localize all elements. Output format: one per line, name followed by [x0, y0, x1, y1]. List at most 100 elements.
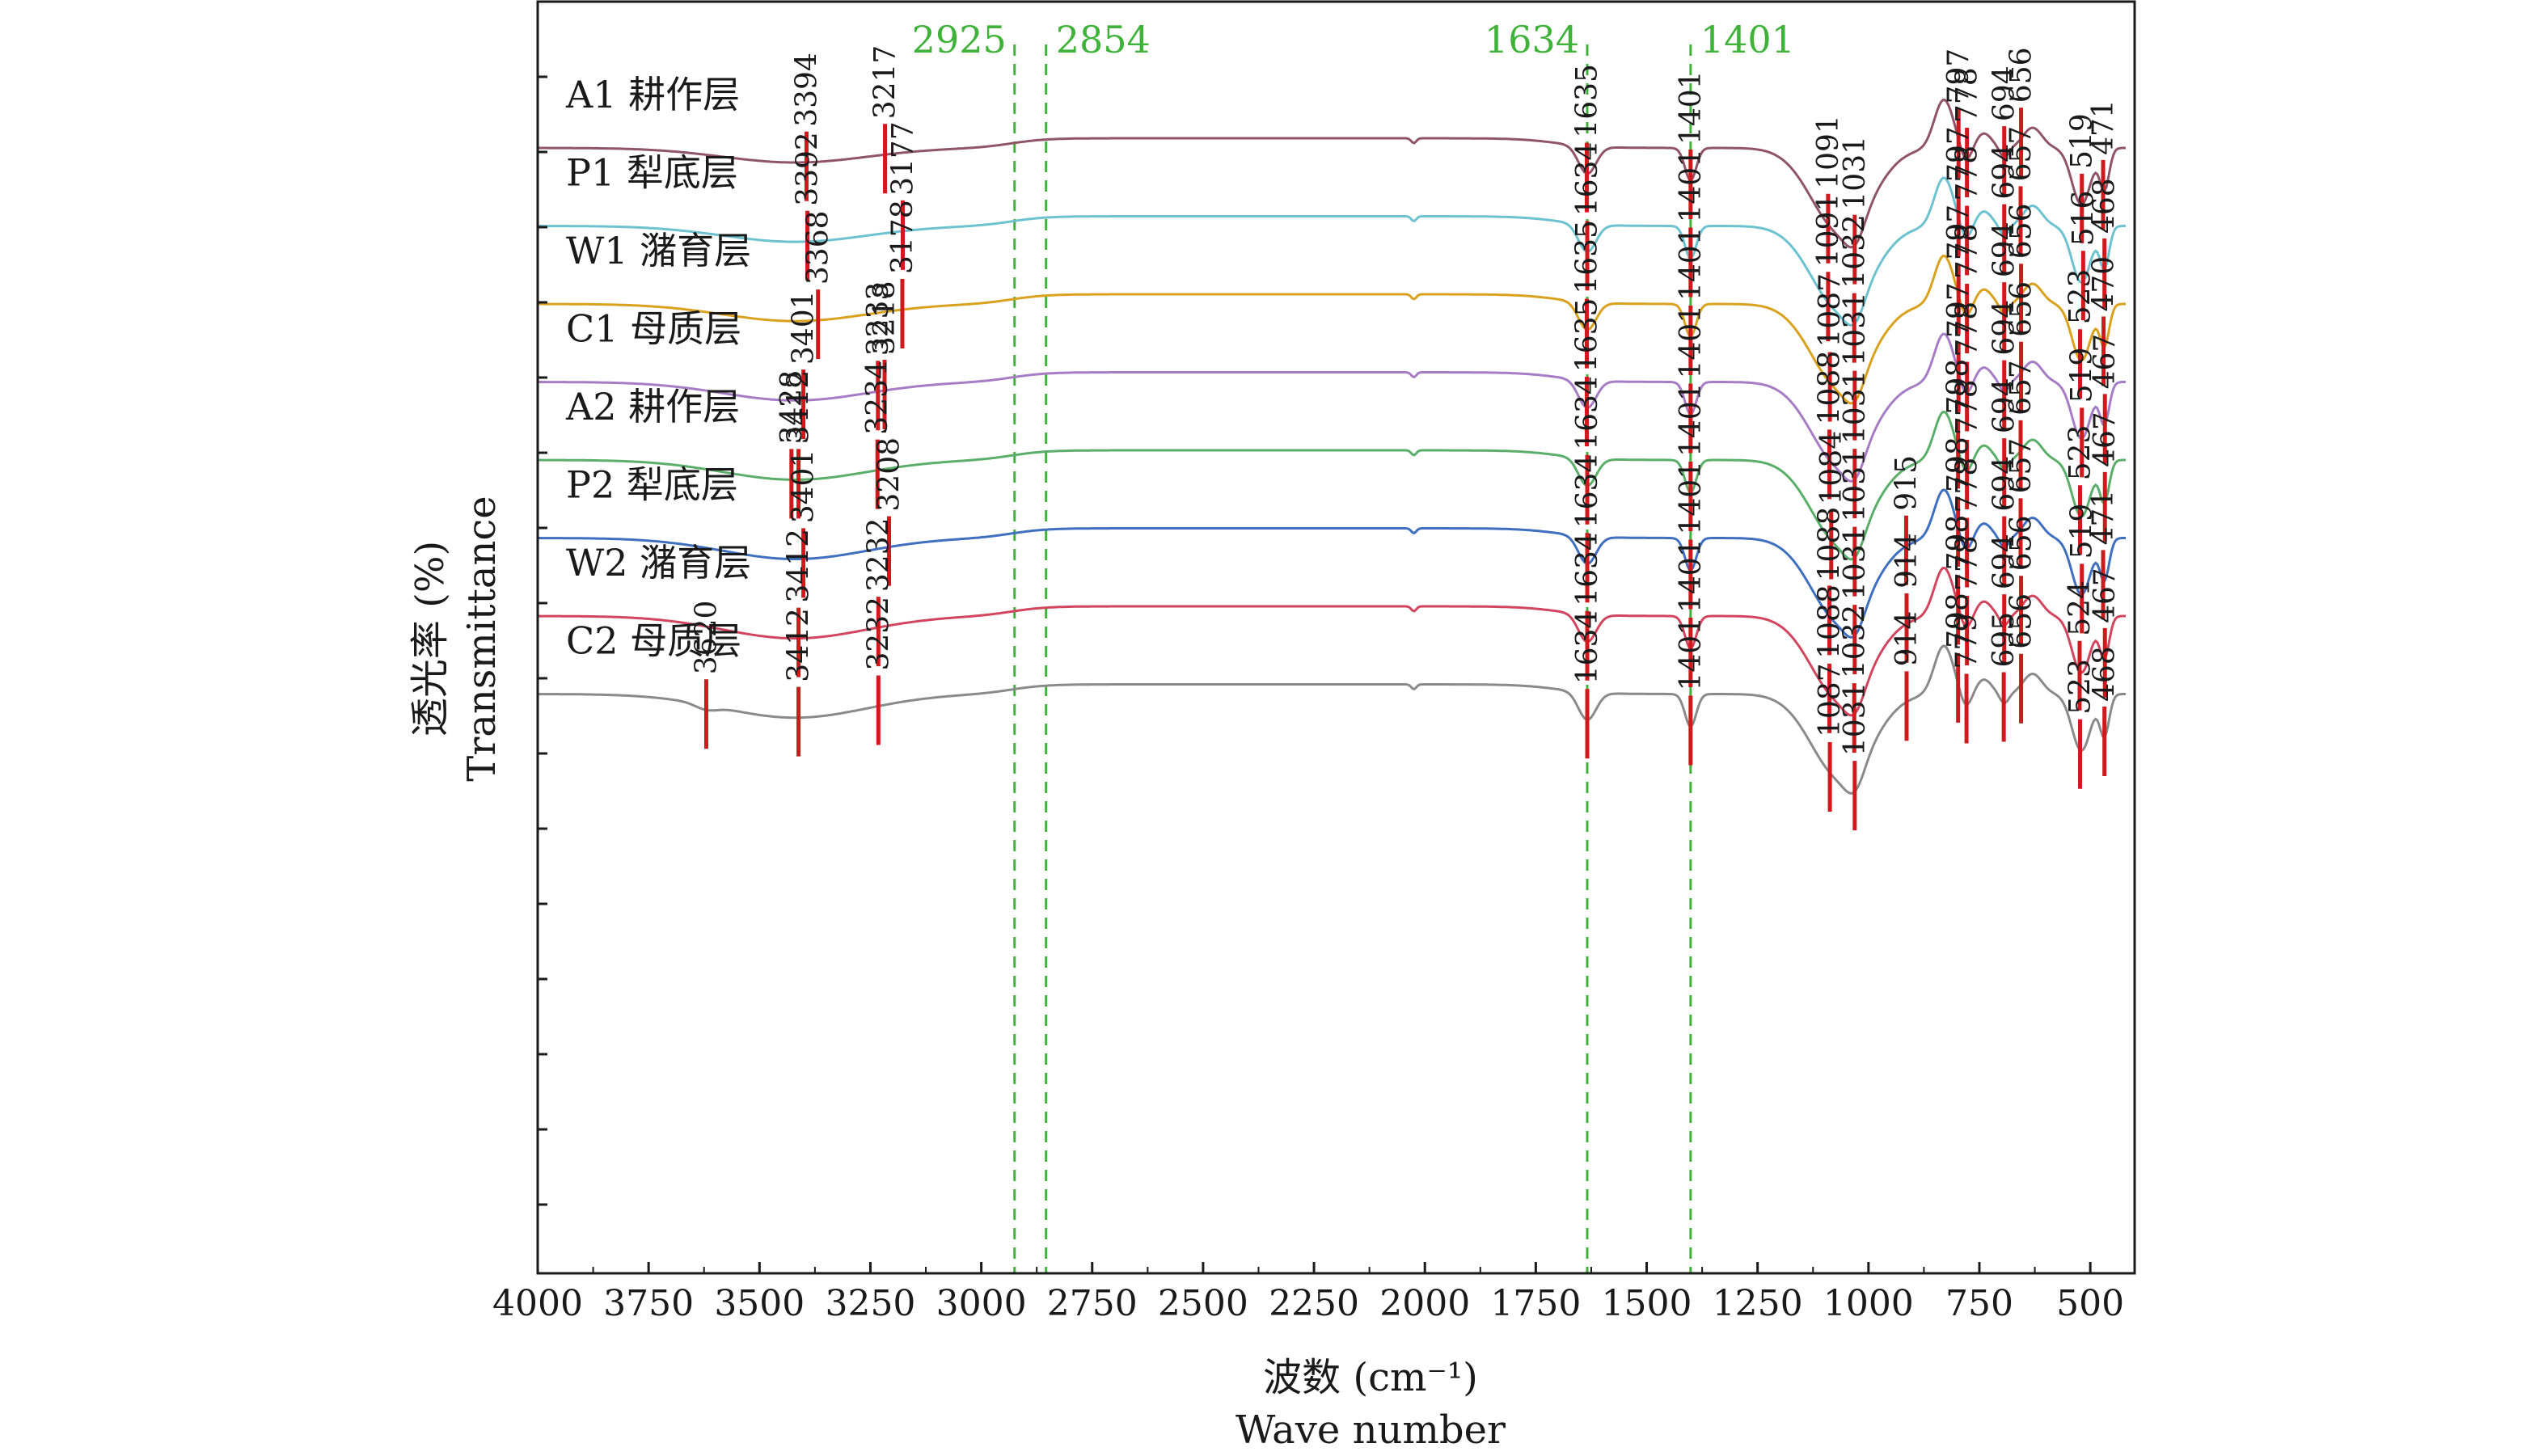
peak-label: 694	[1988, 144, 2021, 200]
peak-label: 471	[2087, 490, 2120, 546]
peak-label: 657	[2004, 438, 2038, 494]
peak-label: 1088	[1814, 507, 1847, 581]
peak-label: 1401	[1675, 305, 1708, 379]
peak-label: 1401	[1675, 149, 1708, 223]
sample-labels: A1 耕作层 P1 犁底层 W1 潴育层 C1 母质层 A2 耕作层 P2 犁底层 W2 潴…	[565, 73, 751, 663]
x-tick-label: 4000	[492, 1283, 583, 1324]
peak-label: 1031	[1839, 448, 1872, 522]
peak-label: 915	[1890, 455, 1924, 511]
series-label: C1 母质层	[566, 307, 741, 351]
series-line	[538, 644, 2126, 795]
series-label: P2 犁底层	[566, 463, 738, 507]
reference-line-label: 1401	[1700, 18, 1795, 61]
peak-label: 3208	[873, 437, 906, 512]
x-tick-label: 1500	[1602, 1283, 1692, 1324]
series-label: P1 犁底层	[566, 151, 738, 195]
reference-line-label: 2925	[912, 18, 1007, 61]
x-tick-label: 3750	[603, 1283, 694, 1324]
peak-label: 1634	[1571, 454, 1604, 529]
plot-frame	[536, 0, 2136, 1275]
y-axis-title-en: Transmittance	[459, 496, 505, 781]
peak-label: 778	[1951, 67, 1984, 123]
x-tick-label: 3500	[714, 1283, 805, 1324]
peak-label: 3394	[791, 53, 824, 127]
peak-label: 3233	[862, 282, 895, 357]
peak-label: 1087	[1814, 273, 1847, 348]
peak-label: 3178	[886, 200, 919, 274]
x-tick-label: 2750	[1047, 1283, 1138, 1324]
peak-label: 778	[1951, 223, 1984, 279]
peak-label: 1634	[1571, 376, 1604, 450]
peak-label: 778	[1951, 379, 1984, 435]
peak-label: 798	[1942, 437, 1975, 492]
peak-label: 1635	[1571, 298, 1604, 373]
peak-label: 657	[2004, 126, 2038, 182]
peak-label: 797	[1942, 126, 1975, 182]
peak-label: 519	[2066, 504, 2099, 559]
peak-label: 1091	[1812, 115, 1845, 189]
peak-label: 694	[1988, 456, 2021, 512]
peak-label: 3218	[868, 281, 902, 355]
peak-label: 467	[2089, 568, 2122, 623]
peak-label: 798	[1942, 593, 1975, 648]
peak-label: 657	[2004, 360, 2038, 416]
peak-label: 778	[1951, 146, 1984, 201]
reference-line-label: 2854	[1056, 18, 1151, 61]
x-tick-label: 1250	[1713, 1283, 1803, 1324]
peak-label: 3401	[788, 449, 821, 524]
peak-label: 1401	[1675, 382, 1708, 457]
peak-label: 656	[2005, 281, 2038, 337]
peak-label: 523	[2064, 269, 2097, 325]
peak-label: 3412	[783, 529, 816, 603]
peak-label: 1401	[1675, 70, 1708, 145]
x-tick-label: 500	[2056, 1283, 2124, 1324]
peak-label: 3232	[862, 597, 895, 671]
peak-label: 1031	[1839, 136, 1872, 210]
series-line	[538, 99, 2126, 249]
peak-label: 1087	[1814, 663, 1847, 737]
peak-label: 914	[1890, 533, 1924, 589]
peak-label: 467	[2089, 411, 2122, 467]
peak-label: 471	[2087, 99, 2120, 155]
peak-label: 694	[1988, 65, 2021, 121]
series-line	[538, 255, 2126, 405]
peak-label: 779	[1950, 614, 1983, 669]
reference-line-label: 1634	[1485, 18, 1579, 61]
peak-label: 1401	[1675, 461, 1708, 535]
peak-label: 656	[2005, 515, 2038, 571]
series-label: W2 潴育层	[566, 541, 751, 585]
x-tick-label: 2500	[1158, 1283, 1248, 1324]
y-axis-title-cn: 透光率 (%)	[408, 541, 453, 736]
axes: 4000 3750 3500 3250 3000 2750 2500 2250 2000 1750…	[492, 75, 2124, 1324]
series-label: A1 耕作层	[565, 73, 740, 116]
peak-label: 1401	[1675, 617, 1708, 691]
series-label: W1 潴育层	[566, 229, 751, 272]
peak-label: 1091	[1812, 193, 1845, 268]
peak-label: 797	[1942, 205, 1975, 260]
peak-label: 516	[2067, 191, 2100, 247]
reference-lines: 2925 2854 1634 1401	[912, 18, 1795, 1273]
peak-label: 1401	[1675, 538, 1708, 613]
peak-label: 1032	[1838, 605, 1871, 679]
spectra-series	[537, 99, 2126, 795]
peak-label: 3234	[861, 361, 894, 435]
peak-label: 468	[2089, 646, 2122, 702]
peak-label: 1032	[1838, 214, 1871, 289]
peak-label: 1634	[1571, 610, 1604, 685]
series-line	[537, 567, 2126, 717]
peak-label: 3401	[788, 290, 821, 365]
peak-label: 656	[2005, 47, 2038, 103]
peak-label: 797	[1942, 49, 1975, 104]
peak-label: 519	[2066, 113, 2099, 169]
x-tick-label: 3250	[825, 1283, 915, 1324]
peak-label: 1635	[1571, 220, 1604, 294]
peak-label: 3232	[862, 517, 895, 592]
series-line	[538, 488, 2126, 639]
peak-label: 695	[1987, 612, 2021, 668]
x-axis-title-cn: 波数 (cm⁻¹)	[1263, 1355, 1478, 1400]
peak-label: 470	[2088, 256, 2121, 312]
peak-label: 798	[1942, 515, 1975, 571]
peak-label: 3620	[691, 601, 724, 675]
